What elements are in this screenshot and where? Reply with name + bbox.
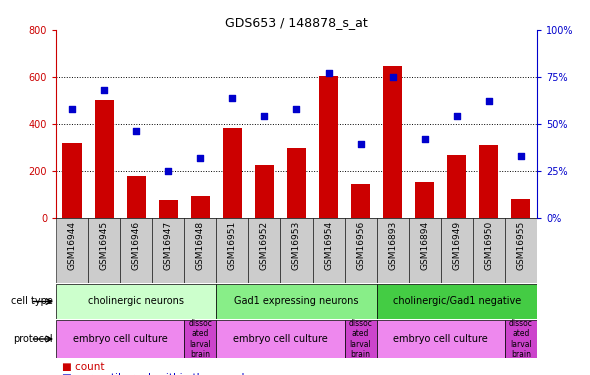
Text: GSM16953: GSM16953 [292, 221, 301, 270]
Bar [280, 217, 313, 283]
Text: GSM16955: GSM16955 [516, 221, 525, 270]
Bar [345, 217, 376, 283]
Text: embryo cell culture: embryo cell culture [233, 334, 328, 344]
Text: GSM16951: GSM16951 [228, 221, 237, 270]
Bar [345, 320, 376, 358]
Bar [56, 284, 217, 319]
Bar [217, 217, 248, 283]
Bar [376, 217, 409, 283]
Bar [376, 320, 505, 358]
Bar [447, 155, 466, 218]
Point [388, 74, 398, 80]
Point [228, 94, 237, 100]
Text: GSM16948: GSM16948 [196, 221, 205, 270]
Bar [63, 142, 81, 218]
Point [291, 106, 301, 112]
Text: cholinergic neurons: cholinergic neurons [88, 297, 184, 306]
Text: GSM16954: GSM16954 [324, 221, 333, 270]
Title: GDS653 / 148878_s_at: GDS653 / 148878_s_at [225, 16, 368, 29]
Bar [313, 217, 345, 283]
Point [516, 153, 526, 159]
Point [195, 154, 205, 160]
Bar [56, 217, 88, 283]
Text: cell type: cell type [11, 297, 53, 306]
Bar [56, 320, 184, 358]
Bar [409, 217, 441, 283]
Text: GSM16949: GSM16949 [453, 221, 461, 270]
Point [420, 136, 430, 142]
Point [452, 113, 461, 119]
Bar [88, 217, 120, 283]
Bar [184, 320, 217, 358]
Bar [152, 217, 184, 283]
Bar [217, 320, 345, 358]
Text: GSM16945: GSM16945 [100, 221, 109, 270]
Bar [505, 217, 537, 283]
Bar [512, 199, 530, 217]
Bar [415, 182, 434, 218]
Text: dissoc
ated
larval
brain: dissoc ated larval brain [188, 319, 212, 359]
Text: protocol: protocol [14, 334, 53, 344]
Bar [159, 200, 178, 217]
Text: embryo cell culture: embryo cell culture [73, 334, 168, 344]
Bar [287, 148, 306, 217]
Text: GSM16946: GSM16946 [132, 221, 140, 270]
Point [132, 128, 141, 134]
Point [99, 87, 109, 93]
Point [163, 168, 173, 174]
Bar [441, 217, 473, 283]
Point [324, 70, 333, 76]
Bar [376, 284, 537, 319]
Bar [217, 284, 376, 319]
Bar [351, 183, 370, 218]
Text: dissoc
ated
larval
brain: dissoc ated larval brain [349, 319, 372, 359]
Text: cholinergic/Gad1 negative: cholinergic/Gad1 negative [392, 297, 521, 306]
Bar [120, 217, 152, 283]
Point [356, 141, 365, 147]
Text: ■ percentile rank within the sample: ■ percentile rank within the sample [62, 373, 251, 375]
Text: GSM16947: GSM16947 [164, 221, 173, 270]
Text: embryo cell culture: embryo cell culture [394, 334, 488, 344]
Bar [127, 177, 146, 218]
Text: dissoc
ated
larval
brain: dissoc ated larval brain [509, 319, 533, 359]
Bar [479, 145, 499, 218]
Text: GSM16950: GSM16950 [484, 221, 493, 270]
Text: GSM16952: GSM16952 [260, 221, 269, 270]
Text: GSM16893: GSM16893 [388, 221, 397, 270]
Text: Gad1 expressing neurons: Gad1 expressing neurons [234, 297, 359, 306]
Bar [94, 100, 114, 218]
Text: GSM16944: GSM16944 [68, 221, 77, 270]
Text: GSM16956: GSM16956 [356, 221, 365, 270]
Bar [505, 320, 537, 358]
Bar [473, 217, 505, 283]
Point [260, 113, 269, 119]
Bar [184, 217, 217, 283]
Text: ■ count: ■ count [62, 362, 104, 372]
Point [67, 106, 77, 112]
Bar [319, 76, 338, 217]
Bar [383, 66, 402, 218]
Text: GSM16894: GSM16894 [420, 221, 429, 270]
Bar [248, 217, 280, 283]
Bar [191, 196, 210, 217]
Bar [223, 128, 242, 217]
Bar [255, 165, 274, 218]
Point [484, 98, 493, 104]
